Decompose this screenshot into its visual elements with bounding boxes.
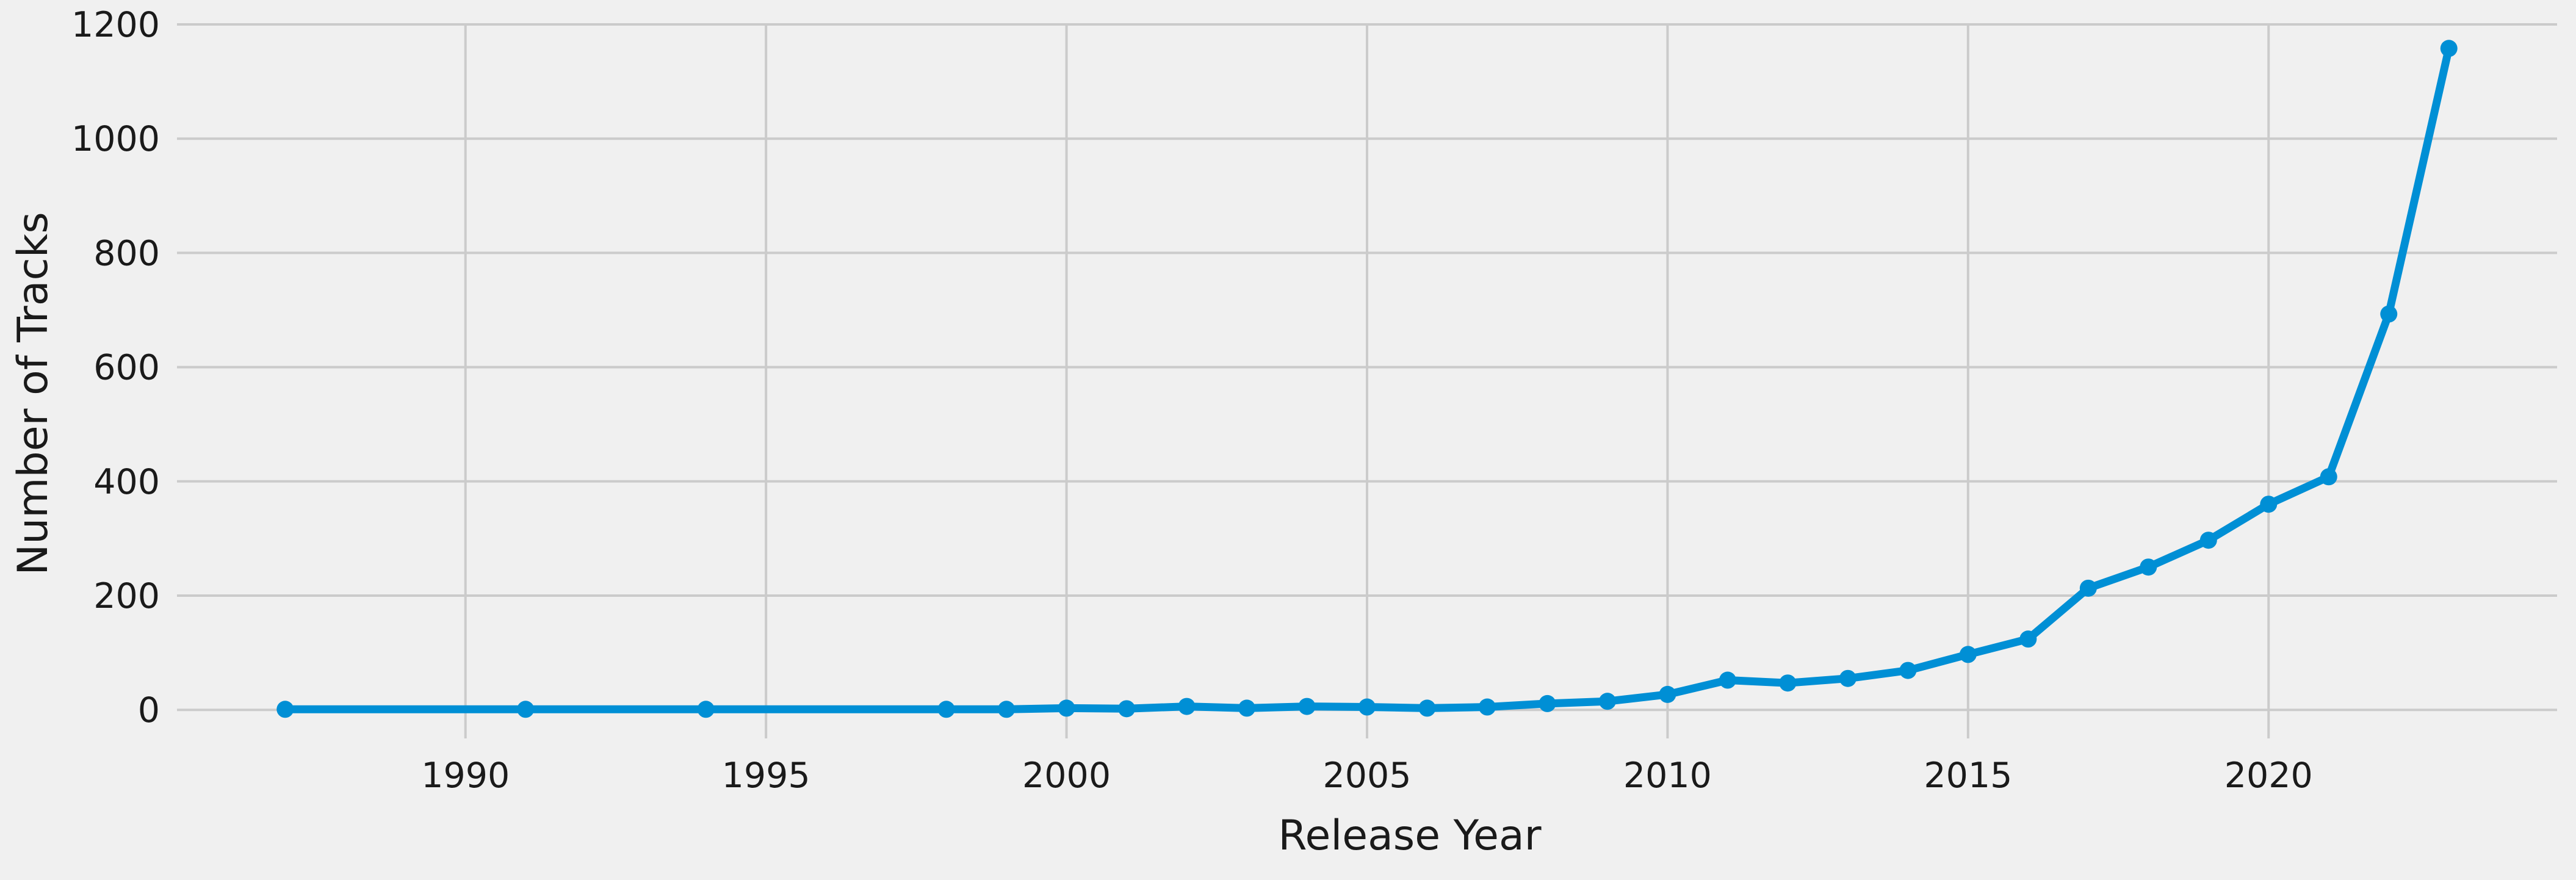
- data-point: [1418, 699, 1436, 717]
- data-point: [517, 701, 535, 718]
- data-point: [2199, 532, 2217, 549]
- y-tick-label: 600: [93, 348, 160, 388]
- x-tick-label: 2000: [1022, 756, 1111, 796]
- y-tick-label: 800: [93, 233, 160, 273]
- data-point: [1058, 699, 1075, 717]
- data-point: [2019, 630, 2037, 648]
- data-point: [2079, 579, 2097, 597]
- data-point: [1178, 698, 1196, 715]
- data-point: [1659, 685, 1676, 703]
- y-tick-label: 1000: [71, 119, 160, 159]
- data-point: [1719, 671, 1736, 689]
- data-point: [1358, 698, 1376, 716]
- data-point: [998, 701, 1016, 718]
- x-axis-label: Release Year: [1278, 812, 1541, 860]
- data-point: [1839, 669, 1856, 687]
- y-axis-label: Number of Tracks: [9, 212, 57, 575]
- data-point: [1478, 698, 1496, 716]
- data-point: [1118, 700, 1136, 718]
- data-point: [1539, 694, 1556, 712]
- data-point: [697, 701, 715, 718]
- data-point: [2140, 558, 2157, 576]
- data-point: [1959, 646, 1977, 663]
- y-tick-label: 0: [138, 690, 160, 730]
- data-point: [2260, 496, 2278, 513]
- y-tick-label: 200: [93, 576, 160, 616]
- x-tick-label: 2010: [1623, 756, 1712, 796]
- data-point: [1238, 699, 1256, 717]
- y-tick-label: 1200: [71, 5, 160, 45]
- data-point: [1598, 693, 1616, 710]
- data-point: [1298, 698, 1316, 715]
- data-point: [1899, 662, 1917, 679]
- x-tick-label: 1995: [722, 756, 810, 796]
- data-point: [2320, 468, 2337, 486]
- x-tick-label: 1990: [421, 756, 510, 796]
- data-point: [1779, 674, 1797, 692]
- x-tick-label: 2005: [1322, 756, 1411, 796]
- x-tick-label: 2020: [2224, 756, 2313, 796]
- y-tick-label: 400: [93, 462, 160, 502]
- data-point: [2380, 305, 2398, 323]
- data-point: [937, 701, 955, 718]
- data-point: [276, 701, 294, 718]
- data-point: [2440, 40, 2458, 57]
- x-tick-label: 2015: [1924, 756, 2012, 796]
